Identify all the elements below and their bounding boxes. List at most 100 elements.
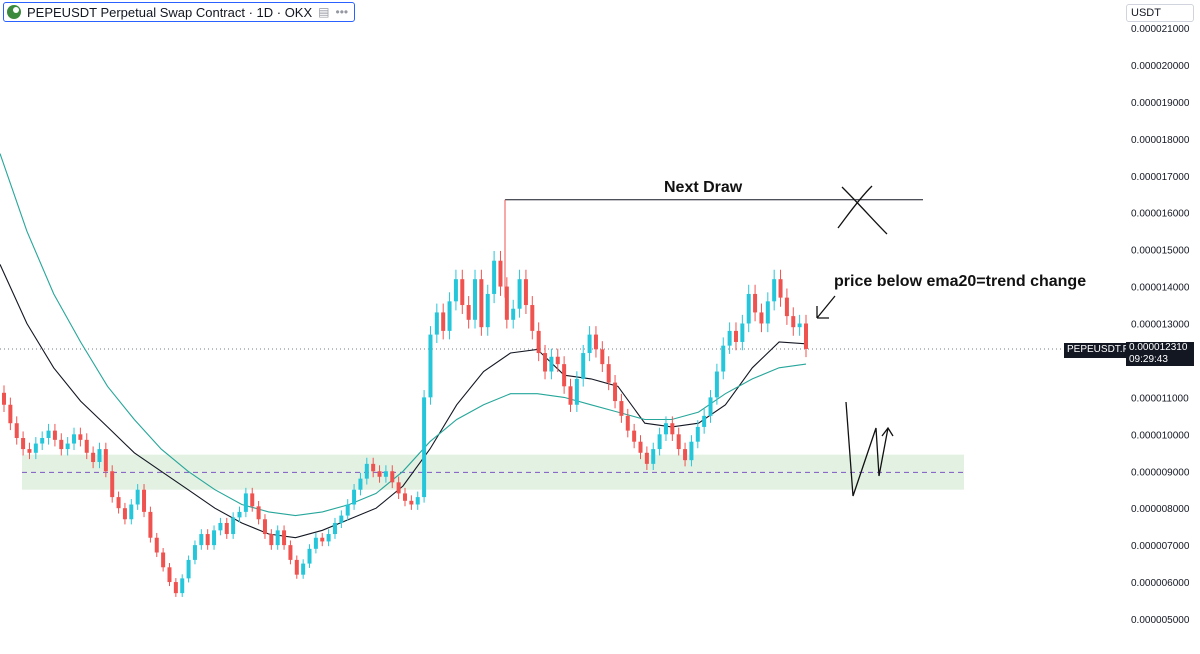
candle-body bbox=[250, 493, 255, 507]
candle-body bbox=[619, 401, 624, 416]
candle-body bbox=[52, 430, 57, 440]
trend-note-label: price below ema20=trend change bbox=[834, 273, 1087, 290]
candle-body bbox=[644, 452, 649, 464]
y-axis-tick-label: 0.000008000 bbox=[1131, 504, 1190, 515]
candle-body bbox=[167, 567, 172, 583]
candle-body bbox=[396, 482, 401, 494]
candle-body bbox=[345, 504, 350, 516]
candle-body bbox=[555, 356, 560, 365]
candle-body bbox=[243, 493, 248, 512]
candle-body bbox=[313, 537, 318, 549]
candle-body bbox=[224, 522, 229, 535]
candle-body bbox=[759, 312, 764, 324]
candle-body bbox=[765, 301, 770, 324]
candle-body bbox=[568, 386, 573, 405]
candle-body bbox=[205, 534, 210, 546]
chart-view-icon[interactable]: ▤ bbox=[318, 5, 330, 19]
next-draw-label: Next Draw bbox=[664, 179, 743, 196]
candle-body bbox=[256, 506, 261, 520]
candle-body bbox=[663, 423, 668, 435]
candle-body bbox=[320, 537, 325, 542]
candle-body bbox=[97, 449, 102, 463]
candle-body bbox=[403, 493, 407, 501]
arrow-drawing bbox=[816, 295, 836, 319]
candle-body bbox=[358, 478, 363, 490]
okx-logo-icon bbox=[7, 5, 21, 19]
candle-body bbox=[587, 334, 592, 354]
last-price-box: 0.000012310 09:29:43 bbox=[1126, 342, 1194, 366]
y-axis-tick-label: 0.000011000 bbox=[1131, 393, 1189, 404]
candle-body bbox=[683, 449, 688, 461]
candle-body bbox=[282, 530, 287, 546]
candle-body bbox=[409, 500, 414, 505]
candle-body bbox=[485, 293, 490, 328]
y-axis-tick-label: 0.000017000 bbox=[1131, 172, 1190, 183]
candle-body bbox=[600, 349, 605, 365]
candle-body bbox=[702, 415, 707, 427]
y-axis-tick-label: 0.000005000 bbox=[1131, 615, 1190, 626]
candle-body bbox=[543, 353, 548, 372]
candle-body bbox=[218, 522, 223, 531]
candle-body bbox=[504, 286, 509, 320]
candle-body bbox=[275, 530, 280, 546]
candle-body bbox=[606, 364, 611, 383]
candle-body bbox=[613, 382, 618, 402]
candle-body bbox=[383, 471, 388, 477]
y-axis-tick-label: 0.000010000 bbox=[1131, 430, 1190, 441]
candle-body bbox=[65, 443, 70, 450]
last-price-value: 0.000012310 bbox=[1129, 342, 1188, 353]
candle-body bbox=[237, 511, 242, 518]
candle-body bbox=[746, 293, 751, 324]
candle-body bbox=[651, 449, 656, 464]
projection-path bbox=[845, 401, 894, 497]
candle-body bbox=[122, 508, 127, 520]
candle-body bbox=[727, 330, 732, 346]
symbol-header[interactable]: PEPEUSDT Perpetual Swap Contract · 1D · … bbox=[3, 2, 356, 22]
candle-body bbox=[428, 334, 433, 398]
candle-body bbox=[301, 563, 306, 575]
candle-body bbox=[434, 312, 439, 335]
candle-body bbox=[135, 489, 140, 505]
candle-body bbox=[625, 415, 630, 431]
x-mark-stroke-2 bbox=[837, 185, 873, 229]
candle-body bbox=[21, 438, 26, 450]
candle-body bbox=[192, 545, 197, 560]
candle-body bbox=[498, 260, 503, 287]
candle-body bbox=[339, 515, 344, 523]
candle-body bbox=[27, 449, 32, 453]
candle-body bbox=[492, 260, 497, 294]
currency-selector[interactable]: USDT bbox=[1126, 4, 1194, 22]
candle-body bbox=[689, 441, 694, 461]
y-axis-tick-label: 0.000007000 bbox=[1131, 541, 1190, 552]
candle-body bbox=[466, 305, 471, 320]
candle-body bbox=[549, 356, 554, 372]
candle-body bbox=[657, 434, 662, 450]
symbol-title: PEPEUSDT Perpetual Swap Contract · 1D · … bbox=[27, 4, 313, 20]
candle-body bbox=[740, 323, 745, 342]
candle-body bbox=[332, 522, 337, 535]
candle-body bbox=[778, 279, 783, 298]
y-axis-tick-label: 0.000013000 bbox=[1131, 320, 1190, 331]
candle-body bbox=[326, 534, 331, 542]
y-axis-tick-label: 0.000006000 bbox=[1131, 578, 1190, 589]
candle-body bbox=[377, 471, 382, 477]
candle-body bbox=[772, 279, 777, 302]
candle-body bbox=[517, 279, 522, 309]
candle-body bbox=[460, 279, 465, 306]
candle-body bbox=[161, 552, 166, 568]
candle-body bbox=[804, 323, 808, 349]
candle-body bbox=[148, 511, 153, 538]
candle-body bbox=[721, 345, 726, 372]
candle-body bbox=[670, 423, 675, 435]
candle-body bbox=[733, 330, 738, 342]
candle-body bbox=[536, 330, 541, 354]
countdown-timer: 09:29:43 bbox=[1129, 354, 1168, 365]
more-icon[interactable]: ••• bbox=[335, 5, 349, 19]
y-axis-tick-label: 0.000016000 bbox=[1131, 209, 1190, 220]
candle-body bbox=[511, 308, 516, 320]
candle-body bbox=[173, 582, 178, 594]
candle-body bbox=[479, 279, 484, 328]
candle-body bbox=[116, 497, 121, 509]
candle-body bbox=[574, 378, 579, 405]
